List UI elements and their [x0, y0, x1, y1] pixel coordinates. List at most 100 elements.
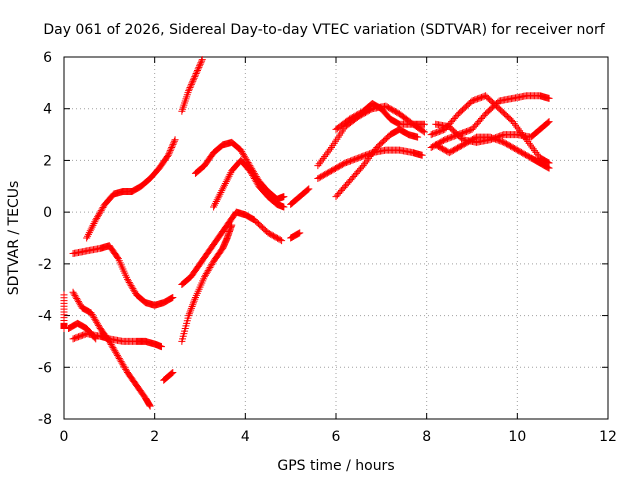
data-point: [130, 286, 138, 294]
x-tick-label: 0: [60, 429, 69, 445]
data-point: [187, 306, 195, 314]
data-point: [185, 87, 193, 95]
data-point: [319, 154, 327, 162]
data-point: [414, 133, 422, 141]
data-point: [213, 196, 221, 204]
data-point: [93, 214, 101, 222]
data-point: [323, 149, 331, 157]
x-tick-label: 6: [332, 429, 341, 445]
data-point: [157, 343, 165, 351]
data-point: [543, 163, 551, 171]
data-point: [362, 158, 370, 166]
data-point: [83, 234, 91, 242]
data-point: [246, 167, 254, 175]
data-point: [114, 353, 122, 361]
data-point: [95, 323, 103, 331]
data-point: [226, 170, 234, 178]
data-point: [119, 361, 127, 369]
data-point: [525, 139, 533, 147]
data-point: [166, 148, 174, 156]
data-point: [215, 192, 223, 200]
x-tick-label: 2: [150, 429, 159, 445]
data-point: [203, 268, 211, 276]
series-arc-10: [191, 138, 288, 203]
data-point: [420, 128, 428, 136]
data-point: [322, 151, 330, 159]
data-point: [220, 181, 228, 189]
data-point: [167, 295, 175, 303]
data-point: [187, 80, 195, 88]
data-point: [84, 232, 92, 240]
series-arc-5: [65, 319, 100, 343]
data-point: [88, 223, 96, 231]
series-arc-9: [178, 56, 206, 115]
data-point: [188, 303, 196, 311]
y-tick-label: 0: [43, 205, 52, 221]
data-point: [86, 227, 94, 235]
data-point: [214, 194, 222, 202]
data-point: [120, 362, 128, 370]
y-axis-label: SDTVAR / TECUs: [6, 181, 22, 296]
data-point: [238, 148, 246, 156]
data-point: [91, 334, 99, 342]
data-point: [192, 70, 200, 78]
data-point: [91, 315, 99, 323]
series-arc-11: [210, 156, 288, 211]
data-point: [169, 140, 177, 148]
data-point: [239, 149, 247, 157]
data-point: [531, 147, 539, 155]
data-point: [185, 85, 193, 93]
data-point: [220, 183, 228, 191]
data-point: [165, 150, 173, 158]
data-point: [94, 211, 102, 219]
data-point: [128, 283, 136, 291]
data-point: [92, 216, 100, 224]
data-point: [185, 312, 193, 320]
data-point: [512, 121, 520, 129]
data-point: [394, 119, 402, 127]
data-point: [74, 296, 82, 304]
data-point: [189, 301, 197, 309]
data-point: [208, 260, 216, 268]
data-point: [169, 293, 177, 301]
data-point: [513, 123, 521, 131]
data-point: [314, 162, 322, 170]
data-point: [216, 190, 224, 198]
data-point: [171, 136, 179, 144]
data-point: [98, 205, 106, 213]
data-point: [70, 290, 78, 298]
data-point: [197, 59, 205, 67]
data-point: [248, 170, 256, 178]
data-point: [131, 288, 139, 296]
y-tick-label: 4: [43, 102, 52, 118]
series-arc-4: [69, 330, 165, 351]
data-point: [191, 295, 199, 303]
data-point: [91, 218, 99, 226]
series-arc-16: [332, 100, 428, 133]
data-point: [221, 179, 229, 187]
data-point: [111, 347, 119, 355]
data-point: [87, 309, 95, 317]
data-point: [97, 207, 105, 215]
data-point: [242, 155, 250, 163]
data-point: [361, 160, 369, 168]
data-point: [217, 188, 225, 196]
data-point: [367, 151, 375, 159]
data-point: [204, 267, 212, 275]
data-point: [420, 120, 428, 128]
data-point: [315, 160, 323, 168]
data-point: [123, 367, 131, 375]
data-point: [113, 351, 121, 359]
data-point: [60, 325, 68, 332]
data-point: [85, 229, 93, 237]
data-point: [167, 145, 175, 153]
series-arc-21: [432, 133, 553, 172]
data-point: [168, 144, 176, 151]
data-point: [190, 74, 198, 82]
data-point: [127, 282, 135, 290]
data-point: [294, 230, 302, 238]
data-point: [190, 297, 198, 305]
series-arc-6: [160, 368, 177, 384]
data-point: [168, 142, 176, 150]
data-series: [60, 56, 553, 410]
